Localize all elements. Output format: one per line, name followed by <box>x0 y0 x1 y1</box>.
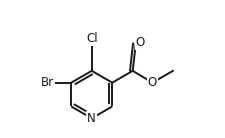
Text: Br: Br <box>41 76 54 89</box>
Text: O: O <box>135 36 144 49</box>
Text: N: N <box>87 112 96 125</box>
Text: O: O <box>147 76 156 89</box>
Text: Cl: Cl <box>86 32 97 45</box>
